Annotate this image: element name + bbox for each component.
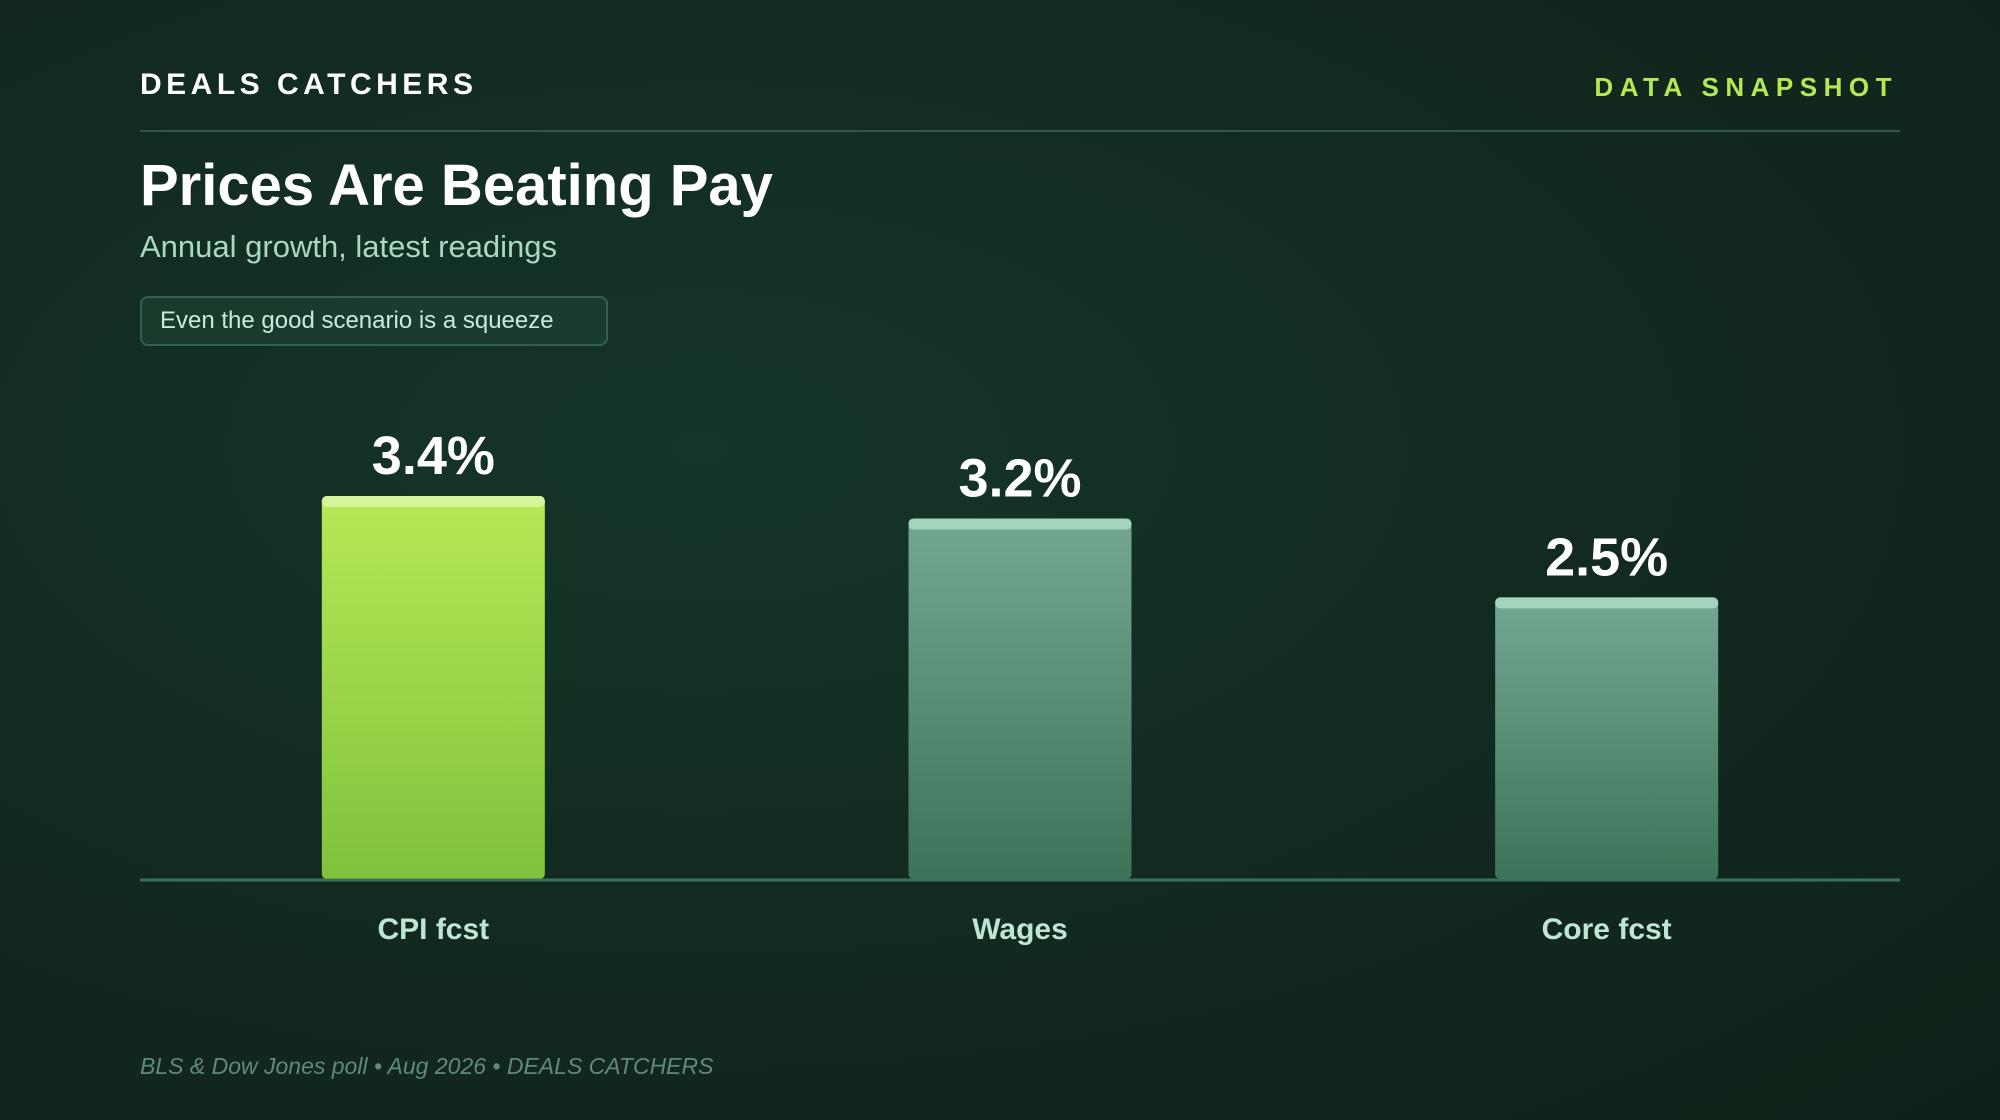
value-label: 3.2% xyxy=(958,449,1081,509)
bar-wages xyxy=(908,518,1132,879)
chart-subtitle: Annual growth, latest readings xyxy=(140,229,558,264)
bar-cpi-fcst xyxy=(321,496,545,879)
bar-core-fcst xyxy=(1495,597,1719,879)
bar-cap xyxy=(1495,597,1719,609)
chart-title: Prices Are Beating Pay xyxy=(140,153,773,218)
category-label: Core fcst xyxy=(1542,913,1672,946)
bars-group: 3.4% CPI fcst 3.2% Wages 2.5% Core fcst xyxy=(140,426,1900,946)
section-tag: DATA SNAPSHOT xyxy=(1594,72,1898,102)
source-note: BLS & Dow Jones poll • Aug 2026 • DEALS … xyxy=(140,1053,714,1079)
value-label: 2.5% xyxy=(1545,527,1668,587)
bar-cap xyxy=(908,518,1132,530)
header-divider xyxy=(140,130,1900,132)
callout-badge: Even the good scenario is a squeeze xyxy=(140,296,608,346)
category-label: CPI fcst xyxy=(377,913,489,946)
brand-name: DEALS CATCHERS xyxy=(140,68,478,101)
bar-cap xyxy=(321,496,545,507)
category-label: Wages xyxy=(972,913,1068,946)
value-label: 3.4% xyxy=(372,426,495,486)
